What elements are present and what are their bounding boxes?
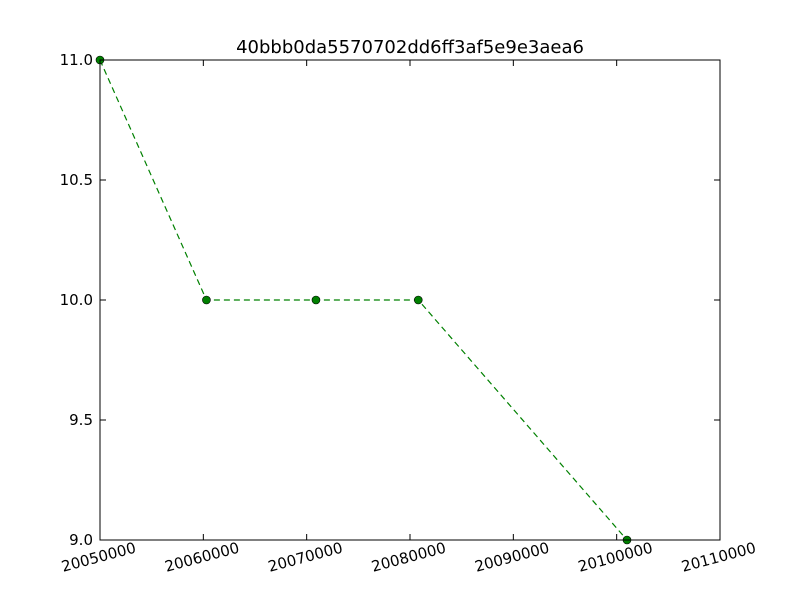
data-point xyxy=(413,295,423,305)
y-tick-label: 10.5 xyxy=(60,171,93,189)
chart-title: 40bbb0da5570702dd6ff3af5e9e3aea6 xyxy=(236,37,584,58)
plot-area xyxy=(95,55,632,545)
y-tick-label: 11.0 xyxy=(60,51,93,69)
y-tick-label: 9.5 xyxy=(69,411,93,429)
data-point xyxy=(311,295,321,305)
y-tick-label: 9.0 xyxy=(69,531,93,549)
data-point xyxy=(202,295,211,305)
plot-frame xyxy=(99,59,721,541)
y-tick-label: 10.0 xyxy=(60,291,93,309)
